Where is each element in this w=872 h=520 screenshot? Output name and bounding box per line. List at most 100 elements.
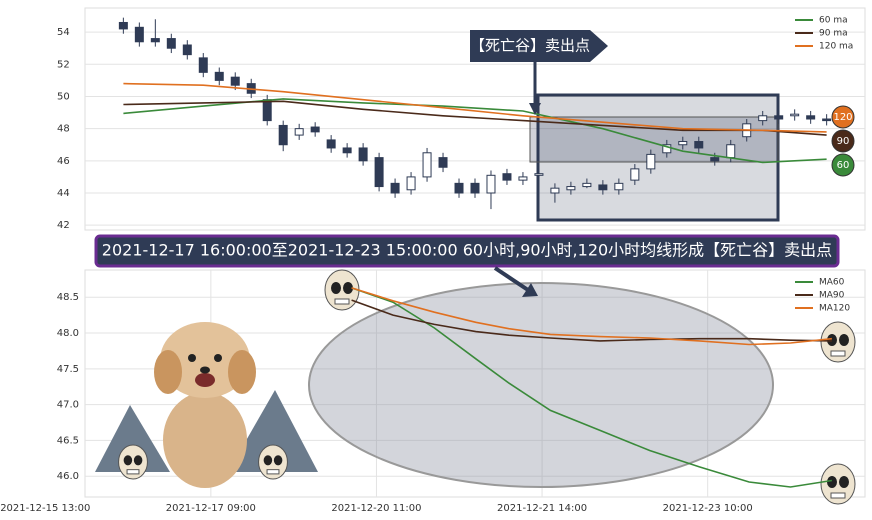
y-tick-label: 50: [57, 91, 70, 102]
banner: 2021-12-17 16:00:00至2021-12-23 15:00:00 …: [102, 241, 832, 260]
legend-label: 120 ma: [819, 42, 853, 52]
candle-body: [166, 38, 176, 49]
arrow-head: [529, 103, 541, 115]
badge-label: 90: [837, 136, 850, 147]
candle-body: [598, 184, 608, 191]
candle-body: [470, 182, 480, 194]
candle-body: [198, 57, 208, 73]
candle-body: [502, 173, 512, 181]
skull-eye: [123, 455, 133, 466]
ma-line: [351, 287, 832, 346]
candle-body: [774, 115, 784, 120]
candle-body: [262, 99, 272, 122]
candle-body: [310, 126, 320, 133]
candle-body: [326, 139, 336, 149]
candle-body: [422, 152, 432, 178]
y-tick-label: 46.5: [57, 435, 79, 446]
candle-body: [614, 182, 624, 191]
skull-eye: [827, 334, 837, 346]
candle-body: [182, 44, 192, 56]
candle-body: [678, 141, 688, 146]
y-tick-label: 52: [57, 59, 70, 70]
y-tick-label: 54: [57, 27, 70, 38]
candle-body: [390, 182, 400, 194]
skull-eye: [331, 282, 341, 294]
badge: [831, 153, 855, 177]
y-tick-label: 46: [57, 156, 70, 167]
y-tick-label: 47.5: [57, 364, 79, 375]
skull-teeth: [266, 469, 280, 475]
candle-body: [518, 176, 528, 181]
badge-label: 120: [833, 112, 852, 123]
y-tick-label: 46.0: [57, 471, 79, 482]
candle-body: [662, 144, 672, 154]
annotation: 【死亡谷】卖出点: [470, 37, 590, 55]
x-tick-label: 2021-12-23 10:00: [663, 503, 753, 514]
y-tick-label: 48.5: [57, 292, 79, 303]
ma-line: [123, 82, 827, 133]
candle-body: [118, 21, 128, 30]
mountain: [228, 390, 318, 472]
candle-body: [646, 153, 656, 170]
candle-body: [342, 147, 352, 154]
candle-body: [726, 144, 736, 159]
skull-eye: [827, 476, 837, 488]
candle-body: [358, 147, 368, 162]
skull-eye: [273, 455, 283, 466]
candle-body: [374, 157, 384, 188]
arrow-head: [522, 283, 538, 297]
candle-body: [454, 182, 464, 194]
annotation-box: [470, 30, 608, 62]
skull-teeth: [126, 469, 140, 475]
skull-eye: [263, 455, 273, 466]
dog: [154, 322, 256, 488]
skull-eye: [839, 334, 849, 346]
candle-body: [294, 128, 304, 136]
x-tick-label: 2021-12-17 09:00: [166, 503, 256, 514]
skull-teeth: [830, 492, 846, 499]
legend-label: 90 ma: [819, 29, 848, 39]
candle-body: [534, 173, 544, 176]
skull-teeth: [830, 350, 846, 357]
banner-box: [94, 234, 840, 268]
ma-line: [351, 299, 832, 342]
skulls: [118, 269, 856, 505]
candle-body: [550, 187, 560, 194]
ma-line: [351, 287, 833, 488]
legend-label: MA60: [819, 278, 845, 288]
skull-eye: [133, 455, 143, 466]
banner-arrow: [493, 266, 530, 292]
x-tick-label: 2021-12-21 14:00: [497, 503, 587, 514]
y-tick-label: 44: [57, 188, 70, 199]
x-tick-label: 2021-12-20 11:00: [331, 503, 421, 514]
candle-body: [406, 176, 416, 191]
highlight-box: [536, 93, 780, 222]
badge-label: 60: [837, 160, 850, 171]
badge: [831, 129, 855, 153]
skull: [820, 321, 856, 363]
candle-body: [790, 113, 800, 117]
candle-body: [710, 157, 720, 162]
candle-body: [822, 118, 832, 122]
candle-body: [438, 157, 448, 168]
mountain: [95, 405, 170, 472]
candle-body: [134, 26, 144, 43]
y-tick-label: 42: [57, 220, 70, 231]
x-tick-label: 2021-12-15 13:00: [0, 503, 90, 514]
legend-label: MA120: [819, 304, 850, 314]
skull-teeth: [334, 298, 350, 305]
highlight-ellipse: [308, 282, 774, 488]
candle-body: [630, 168, 640, 181]
skull: [820, 463, 856, 505]
y-tick-label: 48: [57, 124, 70, 135]
candle-body: [230, 76, 240, 86]
legend-label: MA90: [819, 291, 845, 301]
legend-label: 60 ma: [819, 16, 848, 26]
y-tick-label: 48.0: [57, 328, 79, 339]
candle-body: [806, 115, 816, 120]
y-tick-label: 47.0: [57, 400, 79, 411]
skull-eye: [343, 282, 353, 294]
candle-body: [214, 71, 224, 81]
badge: [831, 105, 855, 129]
